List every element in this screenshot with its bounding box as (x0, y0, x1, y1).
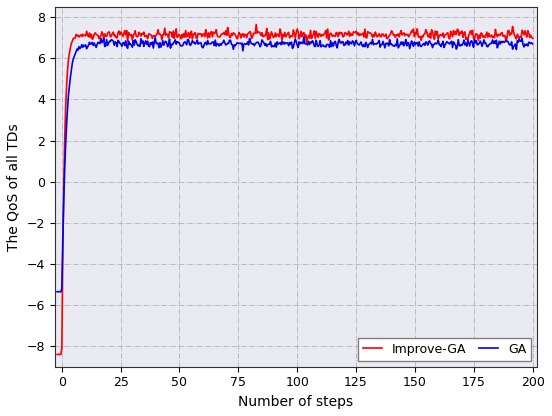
GA (445, 40, 452, 45)
Legend: Improve-GA, GA: Improve-GA, GA (358, 337, 531, 361)
GA (301, 35, 307, 40)
GA (280, 40, 287, 45)
Improve-GA (280, 34, 287, 39)
Improve-GA (519, 28, 526, 33)
Improve-GA (529, 36, 536, 41)
GA (529, 41, 536, 46)
Line: GA: GA (57, 37, 533, 292)
Improve-GA (444, 30, 451, 35)
GA (313, 38, 320, 43)
GA (339, 39, 346, 44)
Improve-GA (283, 32, 290, 37)
Improve-GA (253, 22, 259, 27)
Improve-GA (312, 36, 319, 41)
GA (520, 42, 527, 47)
Line: Improve-GA: Improve-GA (57, 25, 533, 354)
Improve-GA (54, 352, 60, 357)
GA (55, 289, 61, 294)
GA (283, 40, 290, 45)
GA (54, 289, 60, 294)
Improve-GA (338, 30, 344, 35)
Y-axis label: The QoS of all TDs: The QoS of all TDs (7, 123, 21, 251)
X-axis label: Number of steps: Number of steps (238, 395, 354, 409)
